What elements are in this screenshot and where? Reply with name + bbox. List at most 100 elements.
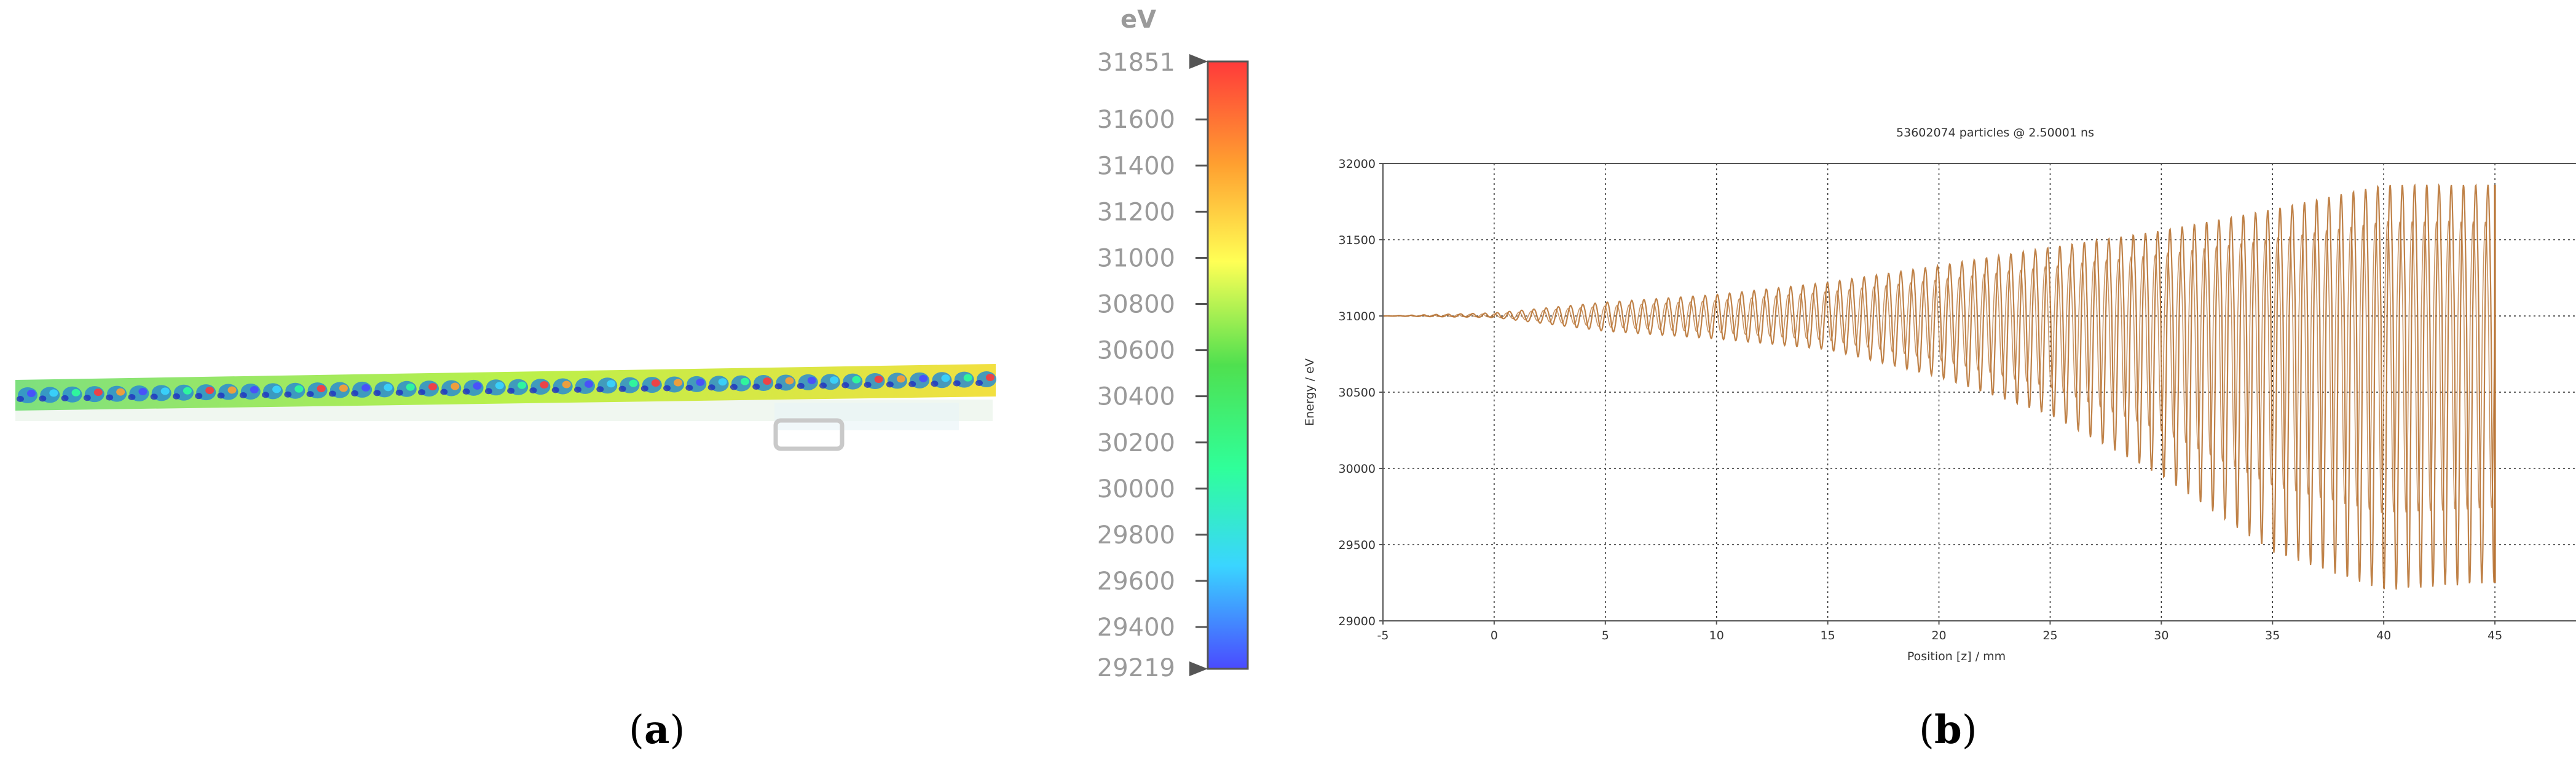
bunch-spot — [17, 396, 24, 402]
energy-series — [1383, 183, 2496, 590]
colorbar-tick-label: 29600 — [1097, 567, 1175, 596]
bunch-spot — [730, 384, 738, 390]
bunch-spot — [841, 382, 849, 388]
bunch-spot — [874, 376, 883, 384]
bunch-spot — [864, 382, 872, 388]
bunch-spot — [217, 392, 225, 399]
bunch-spot — [685, 384, 693, 391]
y-tick-label: 29500 — [1339, 538, 1376, 552]
bunch-spot — [963, 374, 972, 382]
bunch-spot — [774, 383, 782, 390]
bunch-spot — [596, 386, 604, 393]
x-tick-label: 35 — [2265, 629, 2280, 642]
colorbar-tick-label: 30600 — [1097, 337, 1175, 365]
y-tick-label: 29000 — [1339, 615, 1376, 628]
bunch-spot — [718, 378, 727, 386]
panel-b: 53602074 particles @ 2.50001 ns -5 0 5 10 15… — [1297, 0, 2576, 767]
bunch-spot — [896, 375, 905, 383]
colorbar-tick-label: 31600 — [1097, 106, 1175, 134]
bunch-spot — [138, 387, 148, 395]
bunch-spot — [819, 382, 827, 389]
bunch-spot — [418, 389, 426, 396]
max-arrow-icon — [1189, 54, 1208, 69]
bunch-spot — [473, 382, 482, 390]
energy-trace-inner — [1383, 220, 2495, 513]
y-tick-label: 32000 — [1339, 157, 1376, 171]
caption-b: (b) — [1919, 707, 1977, 753]
energy-trace — [1383, 183, 2496, 590]
x-tick-label: 20 — [1931, 629, 1946, 642]
x-tick-label: 25 — [2042, 629, 2057, 642]
bunch-spot — [707, 384, 715, 391]
y-axis-label: Energy / eV — [1303, 358, 1317, 426]
colorbar-tick-label: 29800 — [1097, 521, 1175, 550]
bunch-spot — [71, 388, 81, 396]
bunch-spot — [351, 390, 359, 396]
bunch-spot — [339, 384, 348, 392]
min-arrow-icon — [1189, 661, 1208, 676]
bunch-spot — [618, 385, 626, 392]
bunch-spot — [227, 386, 237, 394]
bunch-spot — [953, 380, 961, 387]
bunch-spot — [306, 391, 314, 398]
bunch-spot — [852, 376, 861, 384]
bunch-spot — [93, 388, 103, 396]
bunch-spot — [361, 384, 371, 392]
bunch-spot — [250, 385, 259, 393]
y-tick-label: 30000 — [1339, 462, 1376, 476]
bunch-spot — [428, 383, 438, 391]
bunch-spot — [674, 379, 683, 387]
bunch-spot — [61, 395, 69, 401]
colorbar-tick-label: 30400 — [1097, 383, 1175, 411]
y-tick-label: 30500 — [1339, 386, 1376, 400]
x-tick-label: 10 — [1709, 629, 1724, 642]
caption-b-close: ) — [1961, 708, 1977, 753]
bunch-spot — [696, 378, 705, 386]
bunch-spot — [807, 376, 816, 384]
bunch-spot — [540, 381, 549, 389]
x-tick-label: -5 — [1377, 629, 1389, 642]
x-axis-label: Position [z] / mm — [1907, 650, 2006, 663]
x-tick-label: 30 — [2154, 629, 2168, 642]
bunch-spot — [908, 381, 916, 387]
colorbar-min-label: 29219 — [1097, 654, 1175, 682]
colorbar-tick-label: 30800 — [1097, 291, 1175, 319]
colorbar-tick-label: 31000 — [1097, 244, 1175, 272]
x-tick-label: 40 — [2376, 629, 2391, 642]
particle-view: eV 31851 29219 31600 31400 31200 31000 30800… — [15, 6, 1249, 682]
bunch-spot — [384, 384, 393, 392]
caption-a-close: ) — [669, 708, 685, 753]
bunch-spot — [373, 390, 381, 396]
bunch-spot — [205, 387, 215, 395]
bunch-spot — [272, 385, 282, 393]
bunch-spot — [484, 388, 492, 395]
bunch-spot — [128, 393, 136, 400]
bunch-spot — [440, 388, 448, 395]
bunch-spot — [294, 385, 304, 393]
colorbar-tick-label: 30000 — [1097, 475, 1175, 503]
bunch-spot — [931, 381, 939, 387]
bunch-spot — [629, 379, 638, 387]
energy-chart: 53602074 particles @ 2.50001 ns -5 0 5 10 15… — [1303, 126, 2576, 663]
colorbar — [1207, 60, 1249, 670]
x-tick-label: 5 — [1602, 629, 1609, 642]
caption-b-open: ( — [1919, 708, 1934, 753]
y-tick-labels: 29000 29500 30000 30500 31000 31500 32000 — [1339, 157, 1383, 628]
outline-box — [773, 418, 845, 451]
colorbar-tick-label: 30200 — [1097, 429, 1175, 457]
bunch-spot — [919, 374, 928, 382]
bunch-spot — [584, 380, 593, 388]
bunch-spot — [740, 377, 749, 385]
bunch-spot — [451, 382, 460, 390]
bunch-spot — [607, 380, 616, 388]
bunch-spot — [27, 390, 36, 397]
bunch-spot — [83, 395, 91, 401]
bunch-spot — [495, 382, 504, 390]
bunch-spot — [518, 381, 527, 389]
y-tick-label: 31000 — [1339, 310, 1376, 323]
bunch-spot — [395, 389, 403, 396]
bunch-spot — [262, 392, 270, 398]
beam-bunches — [17, 371, 996, 403]
bunch-spot — [763, 377, 772, 385]
bunch-spot — [183, 387, 192, 395]
